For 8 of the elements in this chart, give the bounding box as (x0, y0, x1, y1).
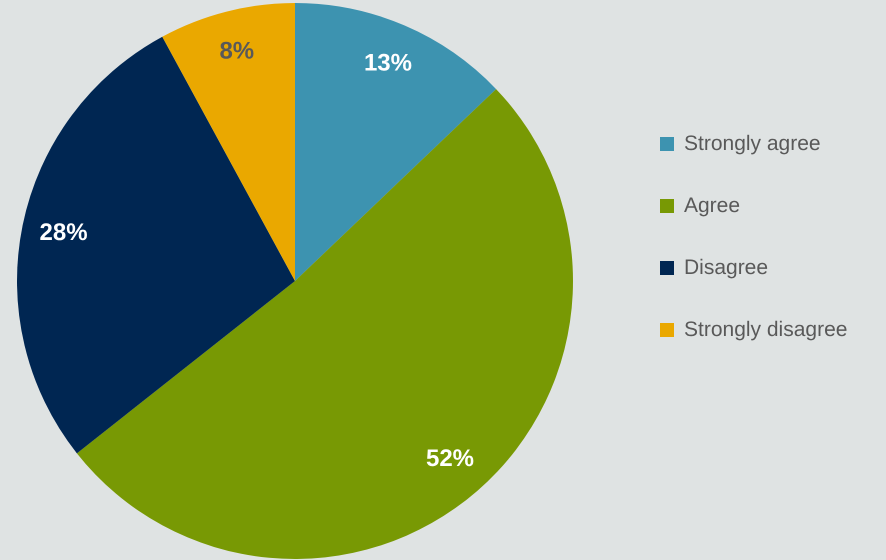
legend-label: Agree (684, 194, 740, 218)
data-label: 13% (364, 49, 412, 76)
data-label: 52% (426, 444, 474, 472)
legend-label: Strongly disagree (684, 318, 848, 342)
legend-label: Strongly agree (684, 132, 821, 156)
legend-label: Disagree (684, 256, 768, 280)
data-label: 28% (39, 219, 88, 246)
data-label: 8% (219, 38, 254, 65)
